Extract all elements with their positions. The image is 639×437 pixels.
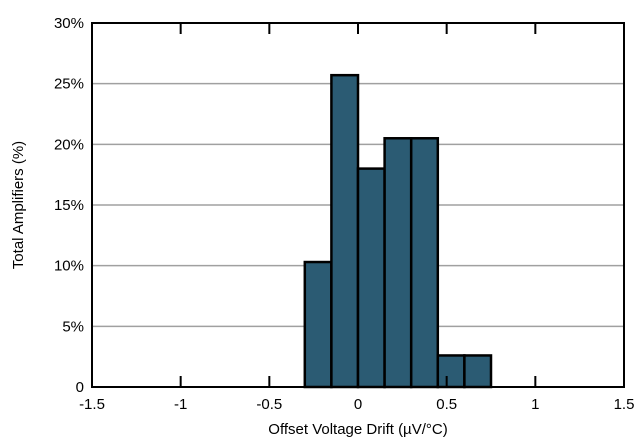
x-axis-title: Offset Voltage Drift (µV/°C) [268,421,447,437]
bar-6 [463,354,493,389]
x-tick-label-4: 0.5 [436,396,457,413]
bar-1 [330,73,360,389]
x-tick-label-2: -0.5 [256,396,282,413]
bars [303,73,493,389]
y-tick-label-0: 0 [76,379,84,396]
x-tick-label-3: 0 [354,396,362,413]
y-tick-labels: 0 5% 10% 15% 20% 25% 30% [54,15,84,396]
x-tick-label-1: -1 [174,396,187,413]
y-tick-label-3: 15% [54,197,84,214]
bar-3 [383,137,413,389]
bar-2 [356,167,386,389]
x-tick-label-5: 1 [531,396,539,413]
plot-frame [91,22,625,388]
y-tick-label-6: 30% [54,15,84,32]
bar-0 [303,260,333,389]
y-axis-title: Total Amplifiers (%) [10,141,27,269]
y-tick-label-1: 5% [62,318,84,335]
x-tick-label-0: -1.5 [79,396,105,413]
x-tick-label-6: 1.5 [614,396,635,413]
y-tick-label-2: 10% [54,258,84,275]
bar-4 [409,137,440,389]
y-tick-label-5: 25% [54,76,84,93]
bar-5 [436,354,466,389]
x-tick-labels: -1.5 -1 -0.5 0 0.5 1 1.5 [79,396,634,413]
y-tick-label-4: 20% [54,136,84,153]
